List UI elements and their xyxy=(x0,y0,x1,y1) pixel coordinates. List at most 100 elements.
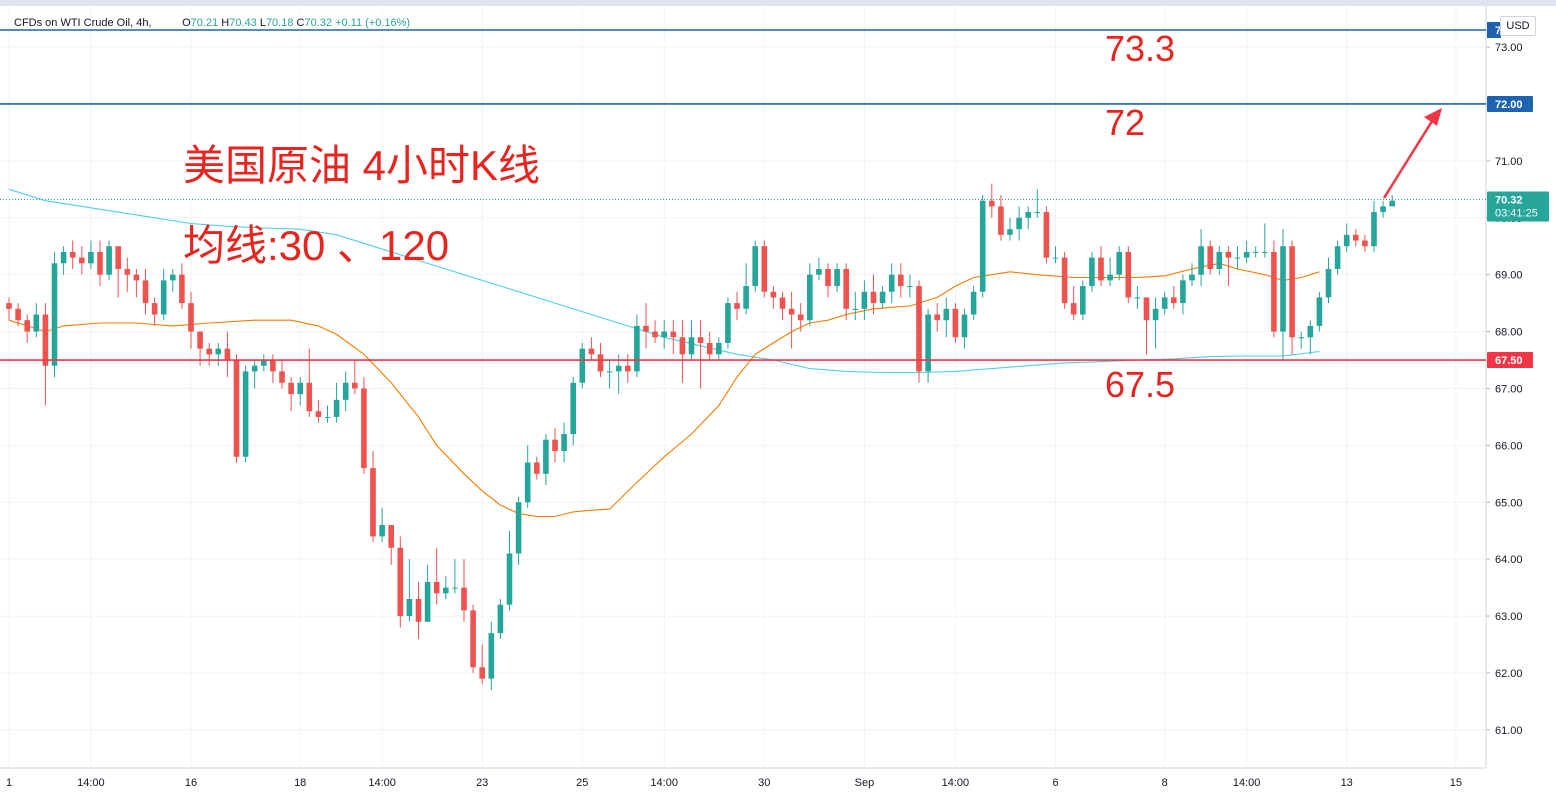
top-border xyxy=(0,0,1556,6)
candle xyxy=(534,456,540,480)
candle xyxy=(1143,297,1150,355)
candle xyxy=(797,303,804,332)
candle-body xyxy=(934,314,940,321)
candle-body xyxy=(1189,274,1195,281)
candle xyxy=(261,354,267,372)
candle xyxy=(652,320,658,343)
candle xyxy=(1180,274,1186,315)
candle-body xyxy=(779,297,786,309)
candle xyxy=(879,286,886,309)
candle-body xyxy=(297,382,303,395)
candle xyxy=(379,507,385,543)
close-value: 70.32 xyxy=(304,17,333,29)
candle-body xyxy=(424,581,431,622)
candle-body xyxy=(506,553,513,605)
candle xyxy=(42,303,49,406)
y-tick-label: 68.00 xyxy=(1495,327,1523,339)
candle xyxy=(315,399,322,423)
candle-body xyxy=(24,320,30,332)
candle xyxy=(725,297,731,349)
candle xyxy=(1334,240,1341,275)
candle-body xyxy=(634,325,640,372)
x-tick-label: 13 xyxy=(1341,777,1353,789)
candle-body xyxy=(224,348,231,361)
candle-body xyxy=(998,206,1004,235)
chart-annotation-subtitle: 均线:30 、120 xyxy=(183,222,449,269)
candle-body xyxy=(361,388,367,469)
candle xyxy=(6,297,12,321)
candle xyxy=(1262,223,1268,258)
candle xyxy=(761,240,768,298)
candle-body xyxy=(124,268,131,275)
candle-body xyxy=(579,348,586,383)
high-value: 70.43 xyxy=(229,17,257,29)
candle xyxy=(24,314,30,343)
candle xyxy=(424,564,431,622)
x-tick-label: Sep xyxy=(855,777,875,789)
candle xyxy=(1353,229,1359,247)
y-tick-label: 61.00 xyxy=(1495,725,1523,737)
candle-body xyxy=(1061,257,1068,304)
candle xyxy=(697,320,704,389)
candle-body xyxy=(60,251,67,264)
candle xyxy=(106,240,112,281)
candle-body xyxy=(907,286,913,288)
candle-body xyxy=(989,200,995,207)
candle-body xyxy=(288,382,294,395)
x-tick-label: 8 xyxy=(1162,777,1168,789)
currency-button[interactable]: USD xyxy=(1500,16,1536,36)
chart-annotation-title: 美国原油 4小时K线 xyxy=(183,142,540,189)
candle-body xyxy=(1016,217,1022,230)
candle-body xyxy=(1225,251,1232,258)
candle xyxy=(1280,229,1286,361)
candle xyxy=(1052,246,1059,264)
candle xyxy=(251,360,258,389)
candle-body xyxy=(652,331,658,338)
x-tick-label: 6 xyxy=(1052,777,1058,789)
ma30-line xyxy=(8,262,1320,518)
candle-body xyxy=(979,200,986,292)
candle xyxy=(943,297,950,338)
candle xyxy=(1098,246,1104,287)
candle-body xyxy=(1207,246,1213,269)
candle-body xyxy=(433,581,440,594)
candle-body xyxy=(251,365,258,372)
candle-body xyxy=(870,291,877,304)
legend-header: CFDs on WTI Crude Oil, 4h, O70.21 H70.43… xyxy=(14,17,410,29)
candle-body xyxy=(515,502,522,554)
y-tick-label: 67.00 xyxy=(1495,383,1523,395)
level-note-72: 72 xyxy=(1105,102,1145,143)
candle-body xyxy=(1070,303,1077,315)
candle-body xyxy=(534,462,540,474)
candle xyxy=(488,621,495,691)
candle xyxy=(861,280,868,321)
candle xyxy=(215,342,222,366)
candle xyxy=(88,240,94,269)
candle-body xyxy=(1380,206,1386,213)
candle xyxy=(524,445,531,508)
candle xyxy=(51,251,58,378)
candle-body xyxy=(788,308,795,315)
candle-body xyxy=(852,308,859,310)
candle xyxy=(97,240,103,287)
candle-body xyxy=(597,354,604,372)
candle xyxy=(60,246,67,275)
symbol-label: CFDs on WTI Crude Oil, 4h, xyxy=(14,17,152,29)
y-tick-label: 66.00 xyxy=(1495,440,1523,452)
candle xyxy=(1243,240,1250,264)
candle-body xyxy=(333,399,340,417)
candle-body xyxy=(816,268,822,275)
high-label: H xyxy=(221,17,230,29)
countdown-label: 03:41:25 xyxy=(1495,208,1538,220)
level-price-label: 72.00 xyxy=(1495,99,1523,111)
candle-body xyxy=(570,382,576,434)
candle xyxy=(1389,195,1395,207)
level-note-73-3: 73.3 xyxy=(1105,28,1175,69)
candle xyxy=(515,496,522,565)
candle xyxy=(279,360,285,389)
candle xyxy=(661,320,667,349)
candle-body xyxy=(142,280,149,304)
candle-body xyxy=(233,360,240,457)
